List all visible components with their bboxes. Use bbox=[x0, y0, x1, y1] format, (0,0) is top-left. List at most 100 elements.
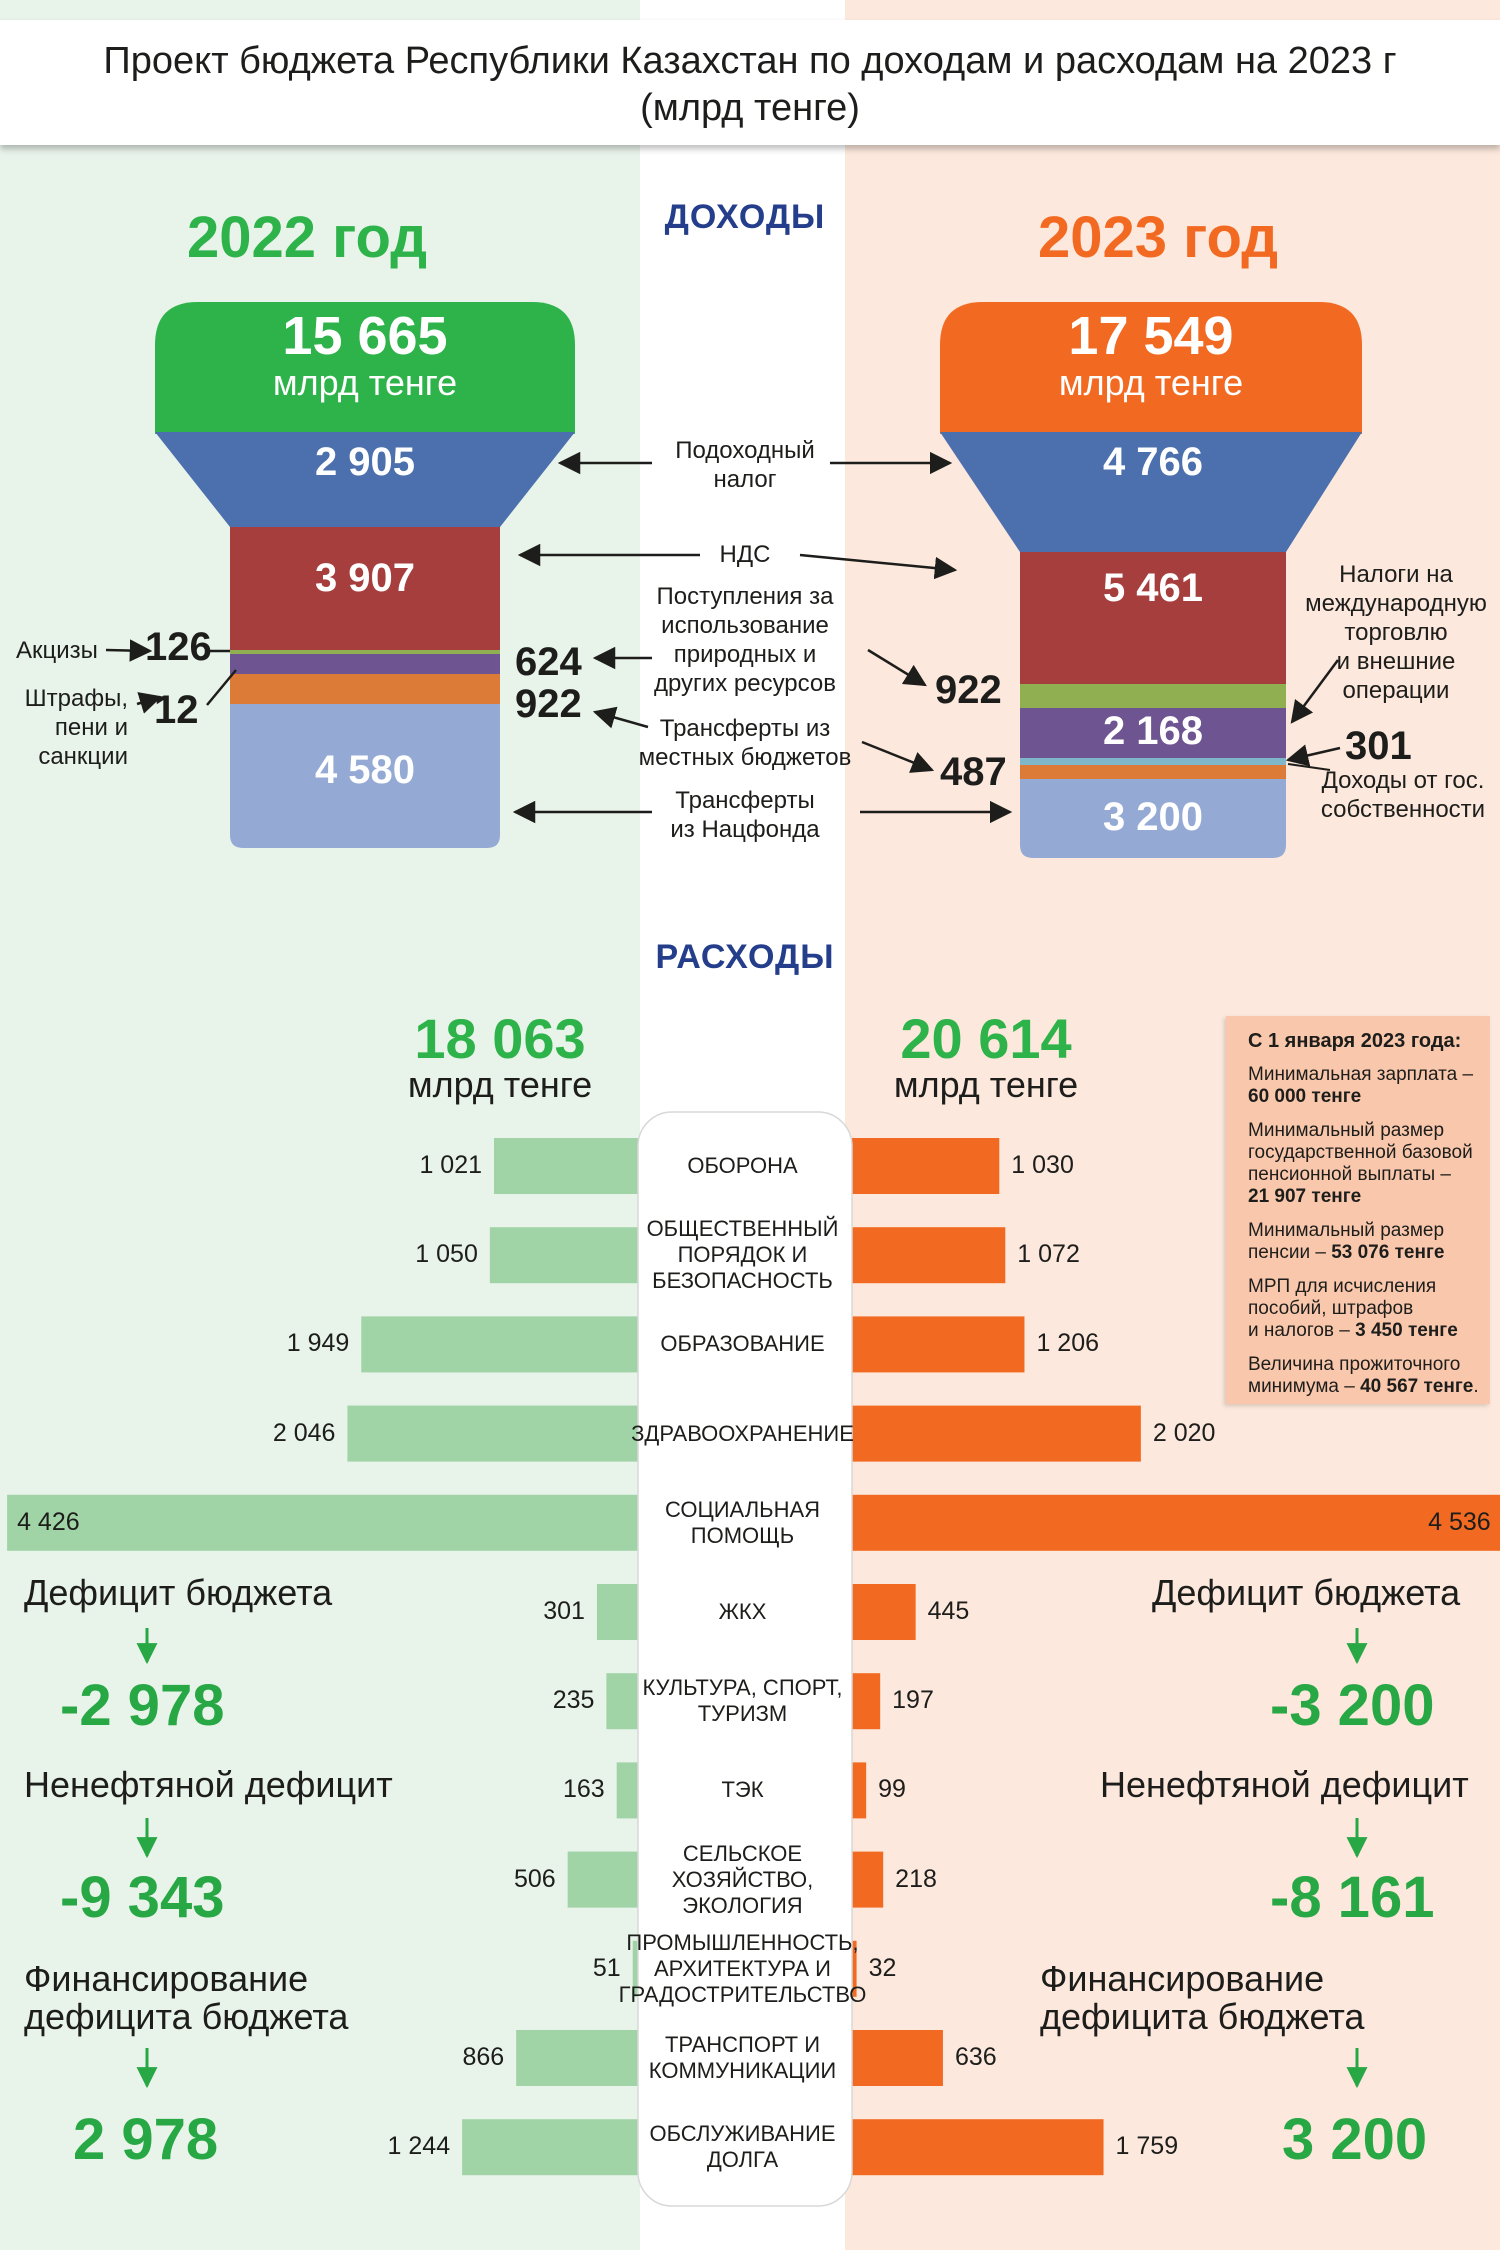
financing-right-label-2: дефицита бюджета bbox=[1040, 1996, 1365, 2037]
financing-right-label-1: Финансирование bbox=[1040, 1958, 1325, 1999]
value-label-2022: 2 046 bbox=[272, 1418, 336, 1447]
bars-2023 bbox=[852, 1138, 1500, 2176]
nonoil-left-label: Ненефтяной дефицит bbox=[24, 1764, 393, 1805]
arrow-resources-right bbox=[867, 648, 927, 687]
bar-2022-11 bbox=[462, 2119, 640, 2176]
label-natfund: Трансферты из Нацфонда bbox=[670, 787, 820, 843]
arrow-local-right bbox=[861, 740, 935, 773]
val-2022-resources: 624 bbox=[515, 640, 582, 684]
bar-2023-9 bbox=[852, 1940, 857, 1997]
bar-2022-7 bbox=[616, 1762, 640, 1819]
val-2023-resources: 922 bbox=[935, 668, 1002, 712]
category-label: ЖКХ bbox=[718, 1599, 767, 1624]
label-income-tax: Подоходный налог bbox=[675, 437, 815, 493]
value-label-2022: 1 050 bbox=[415, 1240, 478, 1269]
value-label-2023: 197 bbox=[892, 1686, 934, 1715]
value-label-2023: 99 bbox=[878, 1775, 906, 1804]
val-2023-intl-trade: 2 168 bbox=[1102, 709, 1204, 753]
value-label-2023: 218 bbox=[895, 1864, 937, 1893]
value-label-2022: 51 bbox=[592, 1953, 621, 1982]
seg-2022-excise bbox=[155, 650, 575, 654]
val-2023-local-transfers: 487 bbox=[940, 750, 1007, 794]
arrow-local-left bbox=[592, 706, 649, 729]
info-min-pension-base: Минимальный размер государственной базов… bbox=[1248, 1120, 1473, 1207]
financing-right-value: 3 200 bbox=[1282, 2107, 1428, 2172]
expenses-unit-2023: млрд тенге bbox=[893, 1064, 1079, 1105]
expenses-unit-2022: млрд тенге bbox=[407, 1064, 593, 1105]
val-2023-state-property: 301 bbox=[1345, 724, 1412, 768]
seg-2023-state-property bbox=[940, 758, 1362, 765]
deficit-right-value: -3 200 bbox=[1270, 1673, 1435, 1738]
info-box: С 1 января 2023 года: Минимальная зарпла… bbox=[1226, 1016, 1490, 1404]
label-local-transfers: Трансферты из местных бюджетов bbox=[638, 715, 852, 771]
category-label: СОЦИАЛЬНАЯ ПОМОЩЬ bbox=[664, 1496, 821, 1548]
value-label-2023: 32 bbox=[868, 1953, 897, 1982]
category-label: КУЛЬТУРА, СПОРТ, ТУРИЗМ bbox=[642, 1675, 843, 1727]
category-label: СЕЛЬСКОЕ ХОЗЯЙСТВО, ЭКОЛОГИЯ bbox=[671, 1840, 814, 1918]
value-label-2022: 1 949 bbox=[286, 1329, 350, 1358]
category-label: ОБРАЗОВАНИЕ bbox=[660, 1331, 825, 1357]
val-2022-local-transfers: 922 bbox=[515, 682, 582, 726]
value-label-2022: 1 021 bbox=[419, 1151, 482, 1179]
seg-2023-local-transfers bbox=[940, 765, 1362, 779]
total-2022-unit: млрд тенге bbox=[272, 362, 458, 403]
bar-2022-2 bbox=[361, 1316, 640, 1373]
val-2022-excise: 126 bbox=[145, 625, 212, 669]
bar-2023-2 bbox=[852, 1316, 1025, 1373]
bar-2022-5 bbox=[596, 1584, 640, 1640]
bar-2022-3 bbox=[347, 1405, 640, 1462]
bar-2023-7 bbox=[852, 1762, 867, 1819]
value-label-2023: 2 020 bbox=[1152, 1418, 1216, 1447]
seg-2022-resources bbox=[155, 654, 575, 674]
bar-2022-6 bbox=[606, 1673, 640, 1730]
label-intl-trade: Налоги на международную торговлю и внешн… bbox=[1305, 561, 1487, 704]
value-label-2022: 235 bbox=[552, 1686, 595, 1715]
category-column bbox=[637, 1111, 853, 2207]
info-min-wage: Минимальная зарплата – 60 000 тенге bbox=[1248, 1064, 1474, 1107]
info-title: С 1 января 2023 года: bbox=[1248, 1030, 1462, 1052]
funnel-2023-top bbox=[940, 302, 1362, 434]
bar-2023-1 bbox=[852, 1227, 1006, 1284]
total-2023: 17 549 bbox=[1068, 306, 1234, 366]
category-label: ЗДРАВООХРАНЕНИЕ bbox=[631, 1420, 854, 1446]
info-subsistence: Величина прожиточного минимума – 40 567 … bbox=[1248, 1354, 1479, 1397]
bar-2022-4 bbox=[7, 1494, 641, 1551]
category-label: ПРОМЫШЛЕННОСТЬ, АРХИТЕКТУРА И ГРАДОСТРИТЕЛ… bbox=[618, 1929, 867, 2007]
label-resources: Поступления за использование природных и… bbox=[653, 583, 837, 697]
arrow-excise bbox=[105, 639, 153, 662]
value-label-2022: 1 244 bbox=[387, 2132, 451, 2161]
section-income-title: ДОХОДЫ bbox=[664, 198, 826, 236]
arrow-vat-right bbox=[799, 553, 958, 580]
label-fines: Штрафы, пени и санкции bbox=[24, 685, 128, 770]
bar-2022-10 bbox=[516, 2030, 640, 2086]
category-label: ОБСЛУЖИВАНИЕ ДОЛГА bbox=[649, 2121, 836, 2173]
label-state-property: Доходы от гос. собственности bbox=[1320, 767, 1486, 823]
val-2022-vat: 3 907 bbox=[314, 556, 416, 600]
expenses-total-2022: 18 063 bbox=[414, 1007, 586, 1070]
funnel-2022-top bbox=[155, 302, 575, 434]
bar-2023-5 bbox=[852, 1584, 916, 1640]
year-2022-heading: 2022 год bbox=[187, 205, 428, 270]
nonoil-left-value: -9 343 bbox=[60, 1865, 225, 1930]
bar-2022-9 bbox=[632, 1940, 640, 1997]
val-2023-natfund: 3 200 bbox=[1102, 795, 1204, 839]
page-title: Проект бюджета Республики Казахстан по д… bbox=[103, 40, 1397, 82]
value-label-2022: 506 bbox=[513, 1864, 556, 1893]
total-2023-unit: млрд тенге bbox=[1058, 362, 1244, 403]
bar-2023-3 bbox=[852, 1405, 1141, 1462]
bar-2022-1 bbox=[489, 1227, 640, 1284]
line-state-property bbox=[1287, 763, 1331, 771]
deficit-left-label: Дефицит бюджета bbox=[24, 1572, 333, 1613]
arrow-intl-trade bbox=[1290, 659, 1340, 724]
bar-2022-0 bbox=[493, 1138, 640, 1194]
value-label-2023: 1 072 bbox=[1017, 1240, 1080, 1269]
financing-left-label-1: Финансирование bbox=[24, 1958, 309, 1999]
val-2022-fines: 12 bbox=[154, 688, 199, 732]
financing-left-label-2: дефицита бюджета bbox=[24, 1996, 349, 2037]
val-2022-natfund: 4 580 bbox=[314, 748, 416, 792]
line-fines bbox=[206, 669, 237, 706]
value-label-2023: 1 030 bbox=[1011, 1151, 1074, 1179]
bar-2023-6 bbox=[852, 1673, 881, 1730]
bar-2023-11 bbox=[852, 2119, 1104, 2176]
